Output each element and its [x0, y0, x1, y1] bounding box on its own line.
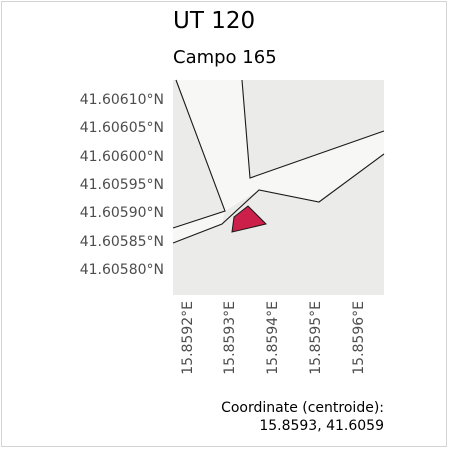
parcel-polygon [231, 205, 267, 233]
lon-tick-label: 15.8592°E [180, 301, 196, 375]
map-subtitle: Campo 165 [173, 47, 277, 68]
lat-tick-label: 41.60590°N [79, 205, 164, 221]
lon-tick-label: 15.8595°E [308, 301, 324, 375]
lon-tick-label: 15.8594°E [265, 301, 281, 375]
lat-tick-label: 41.60610°N [79, 92, 164, 108]
road-surface-main [173, 131, 384, 243]
lat-tick-label: 41.60580°N [79, 262, 164, 278]
lat-tick-label: 41.60600°N [79, 149, 164, 165]
road-edge-line [172, 153, 385, 244]
centroid-caption: Coordinate (centroide): 15.8593, 41.6059 [221, 399, 384, 435]
lat-tick-label: 41.60595°N [79, 177, 164, 193]
road-surface-north [176, 80, 259, 211]
centroid-caption-heading: Coordinate (centroide): [221, 400, 384, 416]
lon-tick-label: 15.8596°E [351, 301, 367, 375]
lat-tick-label: 41.60605°N [79, 120, 164, 136]
road-edge-line [172, 79, 226, 229]
road-edge-line [241, 79, 385, 179]
lon-tick-label: 15.8593°E [222, 301, 238, 375]
map-title: UT 120 [173, 8, 256, 34]
lat-tick-label: 41.60585°N [79, 234, 164, 250]
centroid-coordinates: 15.8593, 41.6059 [259, 418, 384, 434]
